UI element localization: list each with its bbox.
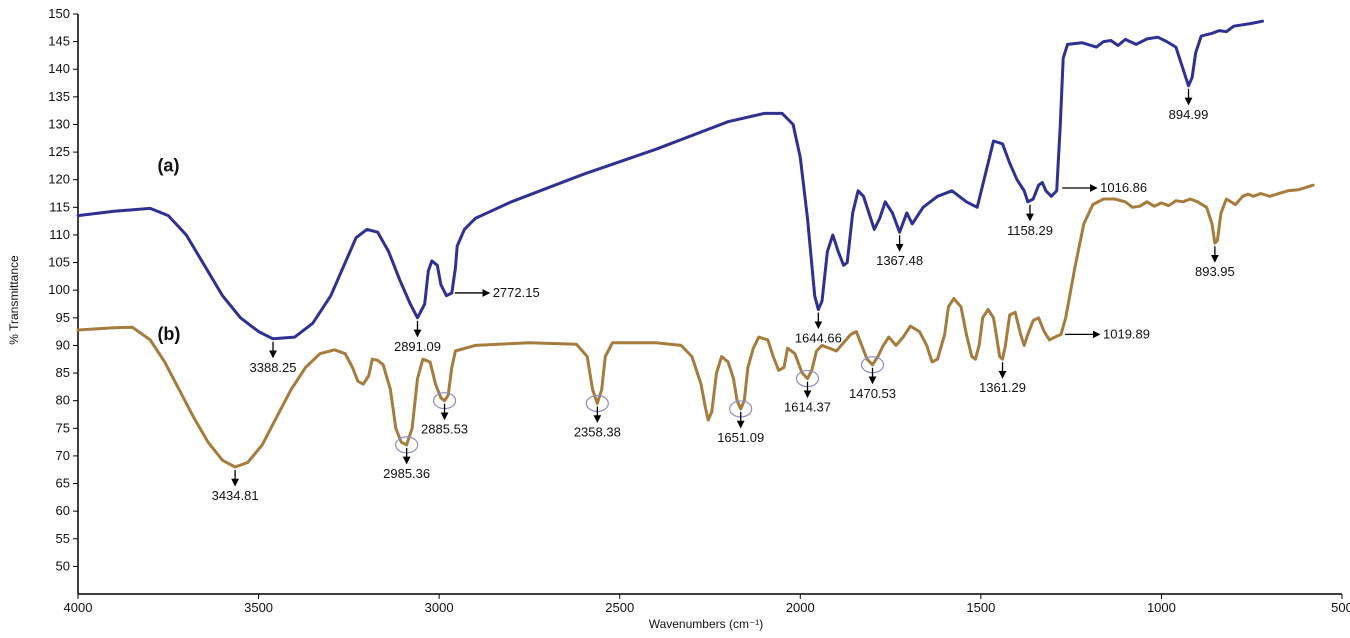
peak-annotation: 1016.86 — [1062, 180, 1147, 195]
peak-label: 1644.66 — [795, 331, 842, 346]
series-line-a — [76, 19, 1264, 341]
peak-label: 2772.15 — [493, 285, 540, 300]
peak-label: 1470.53 — [849, 386, 896, 401]
peak-annotation: 1644.66 — [795, 312, 842, 346]
series-lines: (a) (b) — [76, 19, 1315, 469]
y-tick-label: 105 — [48, 255, 70, 270]
peak-label: 2891.09 — [394, 339, 441, 354]
series-tag-b: (b) — [157, 324, 180, 344]
peak-label: 1019.89 — [1103, 326, 1150, 341]
peak-annotation: 2885.53 — [421, 392, 468, 437]
peak-annotation: 2891.09 — [394, 320, 441, 354]
peak-label: 1158.29 — [1007, 223, 1053, 238]
x-tick-label: 2500 — [605, 600, 634, 615]
y-tick-label: 135 — [48, 89, 70, 104]
y-tick-label: 70 — [56, 448, 70, 463]
peak-annotation: 1651.09 — [717, 400, 764, 445]
peak-label: 3434.81 — [212, 488, 259, 503]
y-tick-label: 65 — [56, 476, 70, 491]
x-tick-label: 3500 — [244, 600, 273, 615]
y-tick-label: 120 — [48, 172, 70, 187]
peak-annotation: 3388.25 — [250, 341, 297, 375]
y-tick-label: 150 — [48, 6, 70, 21]
peak-annotation: 1019.89 — [1065, 326, 1150, 341]
y-tick-label: 55 — [56, 531, 70, 546]
peak-annotation: 1614.37 — [784, 369, 831, 415]
x-tick-label: 500 — [1331, 600, 1350, 615]
peak-label: 1651.09 — [717, 430, 764, 445]
peak-annotation: 1470.53 — [849, 356, 896, 401]
y-tick-label: 50 — [56, 558, 70, 573]
x-tick-label: 4000 — [64, 600, 93, 615]
peak-annotation: 893.95 — [1195, 246, 1235, 279]
peak-label: 894.99 — [1169, 107, 1209, 122]
peak-label: 1614.37 — [784, 400, 831, 415]
peak-label: 2358.38 — [574, 424, 621, 439]
y-tick-label: 95 — [56, 310, 70, 325]
x-tick-label: 1000 — [1147, 600, 1176, 615]
y-tick-label: 140 — [48, 61, 70, 76]
y-tick-label: 145 — [48, 34, 70, 49]
axes: 50 55 60 65 70 75 80 85 90 95 100 105 110 115 120 125 13… — [48, 6, 1350, 615]
y-tick-label: 75 — [56, 420, 70, 435]
x-tick-label: 1500 — [966, 600, 995, 615]
peak-annotation: 2985.36 — [383, 436, 430, 481]
y-tick-label: 110 — [49, 227, 70, 242]
peak-label: 1361.29 — [979, 380, 1026, 395]
peak-label: 3388.25 — [250, 360, 297, 375]
y-tick-label: 115 — [49, 199, 70, 214]
peak-label: 1367.48 — [876, 253, 923, 268]
peak-annotation: 1361.29 — [979, 362, 1026, 395]
y-tick-label: 130 — [48, 116, 70, 131]
peak-annotation: 1367.48 — [876, 235, 923, 268]
peak-annotation: 3434.81 — [212, 469, 259, 503]
peak-annotation: 2358.38 — [574, 394, 621, 439]
peak-label: 2985.36 — [383, 466, 430, 481]
peak-annotations: 3388.25 2891.09 2772.15 1644.66 1367.48 1158.… — [212, 88, 1235, 503]
y-tick-label: 125 — [48, 144, 70, 159]
peak-label: 893.95 — [1195, 264, 1235, 279]
x-axis-title: Wavenumbers (cm⁻¹) — [649, 617, 764, 631]
peak-annotation: 2772.15 — [454, 285, 540, 300]
peak-label: 1016.86 — [1100, 180, 1147, 195]
x-tick-label: 2000 — [786, 600, 815, 615]
peak-annotation: 894.99 — [1169, 88, 1209, 122]
y-tick-label: 90 — [56, 337, 70, 352]
y-axis-title: % Transmittance — [7, 255, 21, 345]
y-tick-label: 85 — [56, 365, 70, 380]
y-tick-label: 80 — [56, 393, 70, 408]
series-line-b — [76, 183, 1315, 469]
series-tag-a: (a) — [157, 155, 179, 175]
y-tick-label: 60 — [56, 503, 70, 518]
y-tick-label: 100 — [48, 282, 70, 297]
peak-annotation: 1158.29 — [1007, 204, 1053, 238]
peak-label: 2885.53 — [421, 422, 468, 437]
x-tick-label: 3000 — [425, 600, 454, 615]
